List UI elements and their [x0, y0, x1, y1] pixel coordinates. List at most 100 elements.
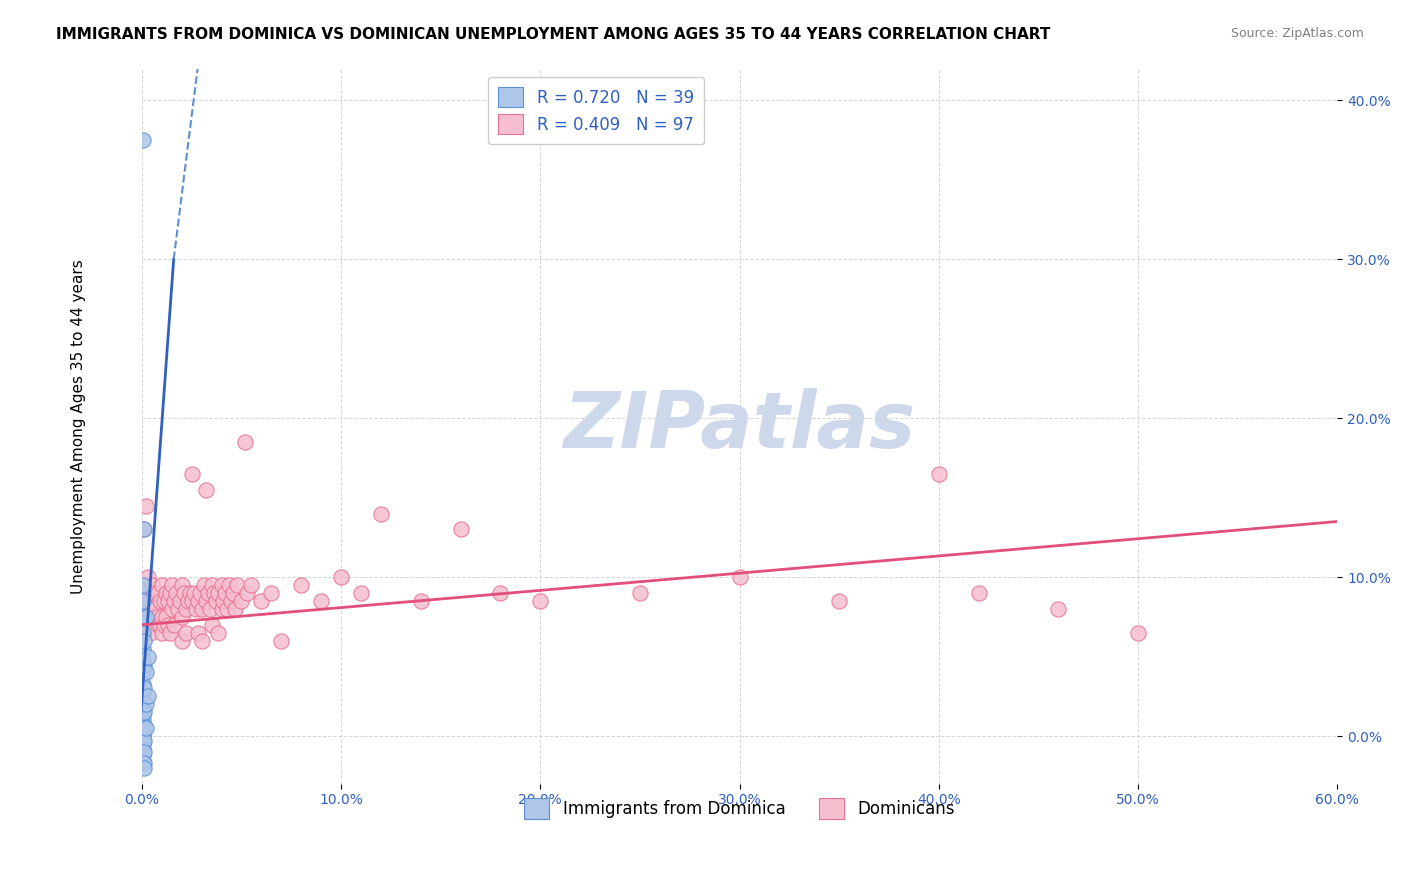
Point — [152, 594, 174, 608]
Point — [136, 649, 159, 664]
Text: Source: ZipAtlas.com: Source: ZipAtlas.com — [1230, 27, 1364, 40]
Point — [132, 761, 155, 775]
Point — [132, 705, 155, 719]
Point — [136, 690, 159, 704]
Point — [132, 721, 155, 735]
Point — [207, 586, 229, 600]
Point — [214, 586, 236, 600]
Point — [828, 594, 851, 608]
Point — [141, 578, 163, 592]
Point — [132, 729, 155, 743]
Point — [132, 523, 155, 537]
Point — [135, 610, 157, 624]
Point — [132, 732, 155, 747]
Point — [222, 586, 245, 600]
Point — [132, 625, 155, 640]
Point — [150, 610, 173, 624]
Point — [165, 586, 187, 600]
Point — [231, 594, 253, 608]
Point — [370, 507, 392, 521]
Point — [176, 594, 198, 608]
Legend: Immigrants from Dominica, Dominicans: Immigrants from Dominica, Dominicans — [517, 792, 962, 825]
Text: ZIPatlas: ZIPatlas — [564, 388, 915, 464]
Point — [132, 681, 155, 696]
Point — [132, 718, 155, 732]
Point — [132, 737, 155, 751]
Point — [132, 702, 155, 716]
Point — [149, 617, 172, 632]
Point — [132, 723, 155, 737]
Point — [217, 602, 239, 616]
Point — [132, 694, 155, 708]
Point — [132, 133, 155, 147]
Y-axis label: Unemployment Among Ages 35 to 44 years: Unemployment Among Ages 35 to 44 years — [72, 259, 86, 593]
Point — [450, 523, 472, 537]
Point — [132, 726, 155, 740]
Point — [159, 586, 181, 600]
Point — [180, 467, 202, 481]
Point — [187, 594, 209, 608]
Point — [163, 617, 186, 632]
Point — [132, 713, 155, 727]
Point — [146, 617, 169, 632]
Point — [135, 610, 157, 624]
Point — [132, 665, 155, 680]
Point — [132, 610, 155, 624]
Point — [309, 594, 332, 608]
Point — [628, 586, 651, 600]
Point — [184, 602, 207, 616]
Point — [1047, 602, 1070, 616]
Point — [170, 633, 193, 648]
Point — [155, 586, 177, 600]
Point — [135, 698, 157, 712]
Point — [197, 586, 219, 600]
Point — [132, 741, 155, 756]
Point — [170, 578, 193, 592]
Point — [190, 633, 212, 648]
Point — [132, 755, 155, 769]
Point — [187, 625, 209, 640]
Point — [132, 586, 155, 600]
Point — [136, 602, 159, 616]
Point — [193, 578, 215, 592]
Point — [135, 499, 157, 513]
Point — [928, 467, 950, 481]
Point — [132, 523, 155, 537]
Point — [139, 594, 162, 608]
Point — [188, 586, 211, 600]
Point — [194, 483, 217, 497]
Point — [967, 586, 990, 600]
Point — [240, 578, 263, 592]
Point — [166, 602, 188, 616]
Point — [200, 578, 222, 592]
Point — [159, 625, 181, 640]
Point — [132, 633, 155, 648]
Point — [728, 570, 751, 584]
Point — [489, 586, 512, 600]
Point — [270, 633, 292, 648]
Point — [224, 602, 246, 616]
Point — [212, 594, 235, 608]
Point — [202, 586, 225, 600]
Point — [235, 435, 257, 450]
Point — [160, 578, 183, 592]
Point — [132, 594, 155, 608]
Point — [145, 610, 167, 624]
Point — [156, 617, 179, 632]
Point — [529, 594, 551, 608]
Point — [146, 586, 169, 600]
Point — [160, 602, 183, 616]
Point — [169, 594, 191, 608]
Point — [211, 578, 233, 592]
Point — [132, 708, 155, 723]
Point — [350, 586, 373, 600]
Point — [211, 602, 233, 616]
Point — [173, 586, 195, 600]
Point — [174, 602, 197, 616]
Point — [260, 586, 283, 600]
Point — [183, 586, 205, 600]
Point — [174, 625, 197, 640]
Point — [250, 594, 273, 608]
Point — [180, 594, 202, 608]
Point — [156, 594, 179, 608]
